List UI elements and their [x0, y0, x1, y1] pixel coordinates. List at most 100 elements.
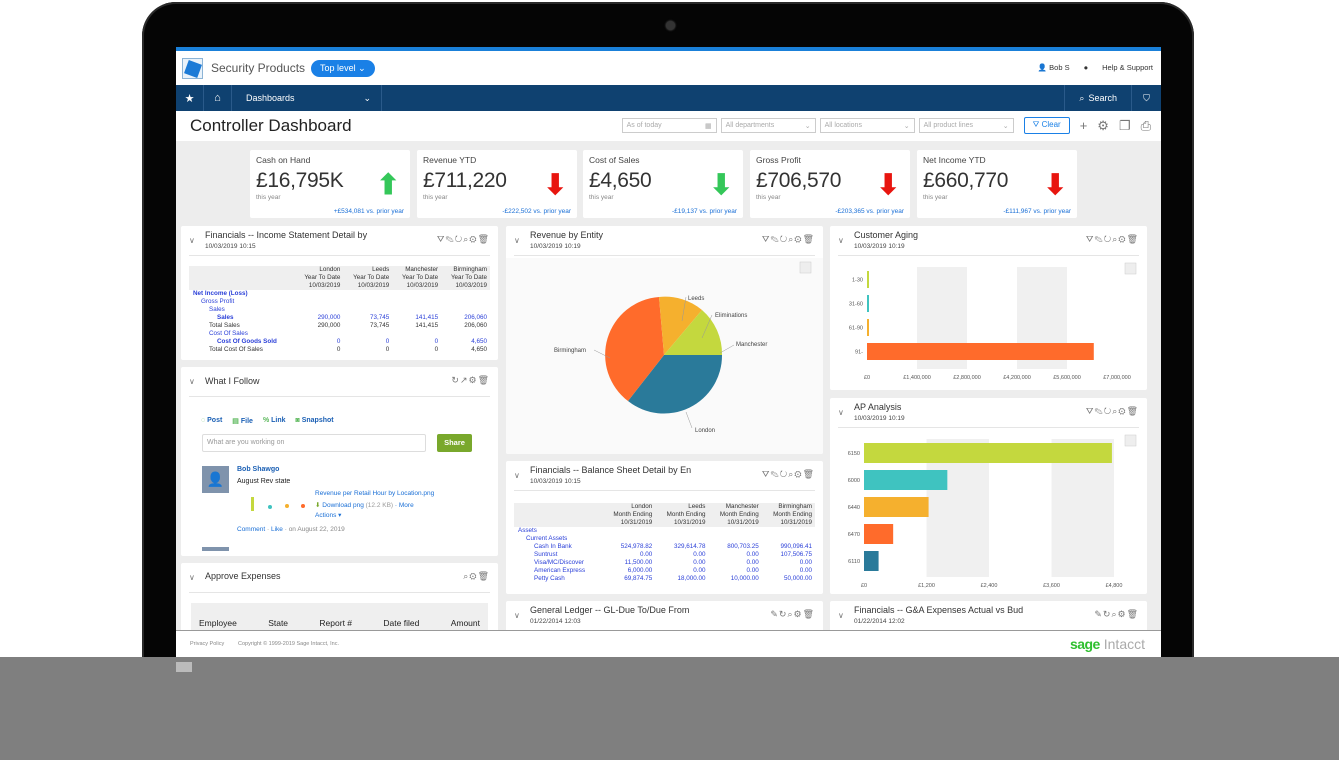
panel-date: 01/22/2014 12:03	[530, 618, 581, 625]
kpi-card[interactable]: Gross Profit £706,570 this year -£203,36…	[750, 150, 910, 218]
table-row[interactable]: Visa/MC/Discover 11,500.00 0.00 0.00 0.00	[514, 559, 815, 567]
panel-tools[interactable]: ⛛✎↻⌕⚙🗑	[1085, 406, 1139, 416]
column-header[interactable]: State	[268, 618, 289, 628]
search-button[interactable]: ⌕ Search	[1064, 85, 1131, 111]
table-row[interactable]: Suntrust 0.00 0.00 0.00 107,506.75	[514, 551, 815, 559]
cell-value	[441, 290, 490, 298]
filter-bar: As of today ▦ All departments ⌄ All locati…	[621, 117, 1151, 134]
collapse-chevron-icon[interactable]: ∨	[838, 408, 844, 417]
user-menu[interactable]: 👤 Bob S	[1038, 63, 1070, 72]
panel-tools[interactable]: ⛛✎↻⌕⚙🗑	[761, 469, 815, 479]
kpi-card[interactable]: Cash on Hand £16,795K this year +£534,08…	[250, 150, 410, 218]
level-selector[interactable]: Top level ⌄	[311, 59, 375, 77]
collapse-chevron-icon[interactable]: ∨	[514, 471, 520, 480]
column-header[interactable]: Date filed	[383, 618, 420, 628]
collapse-chevron-icon[interactable]: ∨	[838, 611, 844, 620]
table-row[interactable]: Sales	[189, 306, 490, 314]
company-logo-icon[interactable]	[182, 57, 203, 79]
column-header[interactable]: Employee	[199, 618, 237, 628]
share-button[interactable]: Share	[437, 434, 472, 452]
date-filter[interactable]: As of today ▦	[621, 118, 717, 133]
panel-tools[interactable]: ✎↻⌕⚙🗑	[1094, 609, 1139, 619]
kpi-card[interactable]: Cost of Sales £4,650 this year -£19,137 …	[583, 150, 743, 218]
user-icon: 👤	[1037, 63, 1048, 72]
row-label: Cost Of Goods Sold	[217, 338, 277, 345]
post-file-link[interactable]: Revenue per Retail Hour by Location.png	[315, 490, 435, 497]
tab-file[interactable]: ▤ File	[232, 417, 253, 425]
departments-filter[interactable]: All departments ⌄	[720, 118, 816, 133]
tab-link[interactable]: % Link	[263, 417, 286, 425]
panel-tools[interactable]: ⛛✎↻⌕⚙🗑	[761, 234, 815, 244]
svg-text:91-: 91-	[855, 350, 863, 356]
clear-filters-button[interactable]: ⛛ Clear	[1023, 117, 1070, 134]
cell-value: 50,000.00	[783, 575, 812, 582]
collapse-chevron-icon[interactable]: ∨	[514, 611, 520, 620]
column-header[interactable]: Report #	[319, 618, 353, 628]
table-row[interactable]: Petty Cash 69,874.75 18,000.00 10,000.00 50,…	[514, 575, 815, 583]
cell-value	[655, 527, 708, 535]
table-row[interactable]: American Express 6,000.00 0.00 0.00 0.00	[514, 567, 815, 575]
table-row[interactable]: Cost Of Sales	[189, 330, 490, 338]
tab-snapshot[interactable]: ◙ Snapshot	[296, 417, 334, 425]
table-row[interactable]: Cost Of Goods Sold 0 0 0 4,650	[189, 338, 490, 346]
product-lines-value: All product lines	[923, 122, 974, 129]
collapse-chevron-icon[interactable]: ∨	[514, 236, 520, 245]
table-row[interactable]: Total Sales 290,000 73,745 141,415 206,060	[189, 322, 490, 330]
post-input[interactable]: What are you working on	[202, 434, 426, 452]
avatar[interactable]: 👤	[202, 466, 229, 493]
panel-tools[interactable]: ✎↻⌕⚙🗑	[770, 609, 815, 619]
print-icon[interactable]: ⎙	[1140, 117, 1151, 133]
post-thumbnail[interactable]	[243, 495, 313, 515]
chevron-down-icon: ⌄	[903, 122, 910, 130]
comment-link[interactable]: Comment	[237, 526, 266, 533]
panel-tools[interactable]: ⛛✎↻⌕⚙🗑	[1085, 234, 1139, 244]
panel-title: AP Analysis	[854, 402, 902, 412]
privacy-policy-link[interactable]: Privacy Policy	[190, 641, 225, 647]
product-lines-filter[interactable]: All product lines ⌄	[918, 118, 1014, 133]
table-row[interactable]: Sales 290,000 73,745 141,415 206,060	[189, 314, 490, 322]
gear-icon[interactable]: ⚙	[1097, 117, 1109, 133]
locations-filter[interactable]: All locations ⌄	[819, 118, 915, 133]
bookmark-icon[interactable]: ⛉	[1131, 85, 1161, 111]
ap-analysis-panel: ∨ AP Analysis 10/03/2019 10:19 ⛛✎↻⌕⚙🗑 6150 6…	[830, 398, 1147, 594]
file-size: (12.2 KB)	[365, 502, 394, 509]
svg-text:6470: 6470	[848, 532, 860, 538]
panel-tools[interactable]: ↻↗⚙🗑	[451, 375, 490, 385]
user-name: Bob S	[1049, 63, 1070, 72]
collapse-chevron-icon[interactable]: ∨	[838, 236, 844, 245]
table-row[interactable]: Cash In Bank 524,978.82 329,614.78 800,703.…	[514, 543, 815, 551]
collapse-chevron-icon[interactable]: ∨	[189, 573, 195, 582]
tab-post[interactable]: ◌ Post	[201, 417, 222, 425]
what-i-follow-panel: ∨ What I Follow ↻↗⚙🗑 ◌ Post ▤ File % Link …	[181, 367, 498, 556]
add-icon[interactable]: +	[1079, 118, 1088, 133]
column-header[interactable]: Amount	[450, 618, 480, 628]
row-label: American Express	[534, 567, 586, 574]
copy-icon[interactable]: ❐	[1118, 117, 1131, 133]
home-icon[interactable]: ⌂	[204, 85, 232, 111]
chat-icon[interactable]: ●	[1083, 63, 1089, 72]
help-support-link[interactable]: Help & Support	[1102, 63, 1153, 72]
cell-value: 6,000.00	[627, 567, 653, 574]
panel-tools[interactable]: ⌕⚙🗑	[463, 571, 490, 581]
cell-value: 329,614.78	[673, 543, 706, 550]
filter-icon: ⛛	[1032, 120, 1040, 129]
download-link[interactable]: ⬇ Download png (12.2 KB) · More	[315, 502, 414, 509]
kpi-card[interactable]: Revenue YTD £711,220 this year -£222,502…	[417, 150, 577, 218]
table-row[interactable]: Gross Profit	[189, 298, 490, 306]
table-row[interactable]: Assets	[514, 527, 815, 535]
table-row[interactable]: Net Income (Loss)	[189, 290, 490, 298]
dashboards-menu[interactable]: Dashboards ⌄	[232, 85, 382, 111]
kpi-card[interactable]: Net Income YTD £660,770 this year -£111,…	[917, 150, 1077, 218]
collapse-chevron-icon[interactable]: ∨	[189, 377, 195, 386]
actions-menu[interactable]: Actions ▾	[315, 512, 342, 519]
table-row[interactable]: Current Assets	[514, 535, 815, 543]
expenses-header: Employee State Report # Date filed Amount	[191, 603, 488, 633]
search-label: Search	[1088, 93, 1117, 103]
app-screen: Security Products Top level ⌄ 👤 Bob S ● …	[176, 47, 1161, 657]
favorites-star-icon[interactable]: ★	[176, 85, 204, 111]
post-author[interactable]: Bob Shawgo	[237, 466, 280, 473]
panel-tools[interactable]: ⛛✎↻⌕⚙🗑	[436, 234, 490, 244]
table-row[interactable]: Total Cost Of Sales 0 0 0 4,650	[189, 346, 490, 354]
like-link[interactable]: Like	[270, 526, 283, 533]
collapse-chevron-icon[interactable]: ∨	[189, 236, 195, 245]
